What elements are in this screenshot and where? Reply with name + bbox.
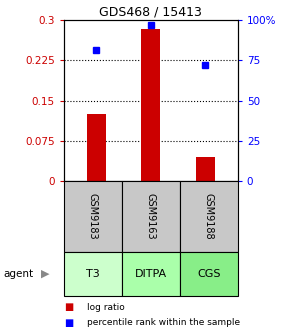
Text: ■: ■ [64, 302, 73, 312]
Text: CGS: CGS [197, 269, 221, 279]
Title: GDS468 / 15413: GDS468 / 15413 [99, 6, 202, 19]
Text: agent: agent [3, 269, 33, 279]
Text: percentile rank within the sample: percentile rank within the sample [87, 318, 240, 327]
Text: GSM9188: GSM9188 [204, 194, 214, 240]
Text: ■: ■ [64, 318, 73, 328]
Text: GSM9183: GSM9183 [88, 194, 98, 240]
Bar [87, 114, 106, 181]
Text: GSM9163: GSM9163 [146, 194, 156, 240]
Text: T3: T3 [86, 269, 100, 279]
Bar [141, 29, 160, 181]
Text: ▶: ▶ [41, 269, 49, 279]
Text: log ratio: log ratio [87, 303, 125, 312]
Text: DITPA: DITPA [135, 269, 167, 279]
Bar [196, 157, 215, 181]
